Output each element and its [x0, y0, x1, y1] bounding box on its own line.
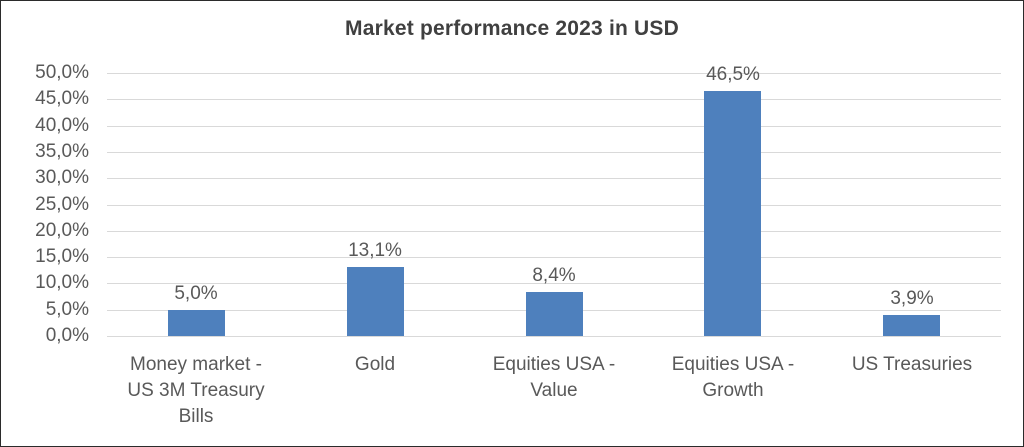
gridline — [107, 126, 1001, 127]
category-label: US Treasuries — [851, 354, 973, 375]
gridline — [107, 257, 1001, 258]
y-tick-label: 15,0% — [35, 246, 89, 267]
y-tick-label: 35,0% — [35, 141, 89, 162]
y-tick-label: 50,0% — [35, 62, 89, 83]
bar — [526, 292, 583, 336]
category-label: Equities USA - Value — [492, 354, 616, 401]
y-tick-label: 10,0% — [35, 272, 89, 293]
gridline — [107, 152, 1001, 153]
category-label: Equities USA - Growth — [671, 354, 795, 401]
gridline — [107, 99, 1001, 100]
y-tick-label: 45,0% — [35, 88, 89, 109]
bar-value-label: 13,1% — [348, 240, 402, 261]
y-tick-label: 0,0% — [45, 325, 89, 346]
chart-title: Market performance 2023 in USD — [345, 17, 679, 40]
y-tick-label: 20,0% — [35, 220, 89, 241]
bar-value-label: 46,5% — [706, 64, 760, 85]
gridline — [107, 231, 1001, 232]
gridline — [107, 178, 1001, 179]
y-tick-label: 5,0% — [45, 299, 89, 320]
gridline — [107, 283, 1001, 284]
bar — [168, 310, 225, 336]
category-label: Gold — [354, 354, 396, 375]
gridline — [107, 73, 1001, 74]
y-tick-label: 25,0% — [35, 194, 89, 215]
y-tick-label: 30,0% — [35, 167, 89, 188]
gridline — [107, 205, 1001, 206]
bar — [704, 91, 761, 336]
bar — [883, 315, 940, 336]
y-tick-label: 40,0% — [35, 115, 89, 136]
category-label: Money market - US 3M Treasury Bills — [127, 354, 265, 427]
gridline — [107, 336, 1001, 337]
bar — [347, 267, 404, 336]
bar-value-label: 3,9% — [890, 288, 934, 309]
bar-value-label: 5,0% — [174, 283, 218, 304]
bar-value-label: 8,4% — [532, 265, 576, 286]
